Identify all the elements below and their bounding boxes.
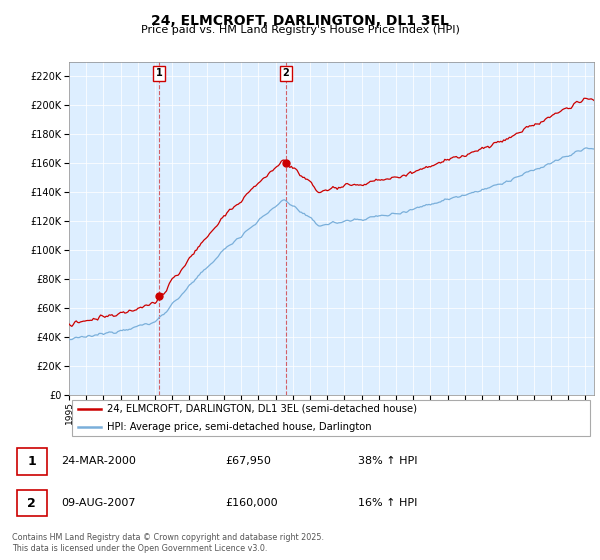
Text: 2: 2 [283,68,289,78]
Text: 38% ↑ HPI: 38% ↑ HPI [358,456,417,466]
Text: £67,950: £67,950 [225,456,271,466]
Text: 1: 1 [155,68,163,78]
FancyBboxPatch shape [71,400,590,436]
Text: Contains HM Land Registry data © Crown copyright and database right 2025.
This d: Contains HM Land Registry data © Crown c… [12,533,324,553]
Text: 24, ELMCROFT, DARLINGTON, DL1 3EL (semi-detached house): 24, ELMCROFT, DARLINGTON, DL1 3EL (semi-… [107,404,417,413]
Text: £160,000: £160,000 [225,498,278,508]
Text: 1: 1 [27,455,36,468]
Text: 16% ↑ HPI: 16% ↑ HPI [358,498,417,508]
Text: HPI: Average price, semi-detached house, Darlington: HPI: Average price, semi-detached house,… [107,422,371,432]
FancyBboxPatch shape [17,490,47,516]
FancyBboxPatch shape [17,449,47,474]
Text: 24-MAR-2000: 24-MAR-2000 [61,456,136,466]
Text: 09-AUG-2007: 09-AUG-2007 [61,498,136,508]
Text: 2: 2 [27,497,36,510]
Text: 24, ELMCROFT, DARLINGTON, DL1 3EL: 24, ELMCROFT, DARLINGTON, DL1 3EL [151,14,449,28]
Text: Price paid vs. HM Land Registry's House Price Index (HPI): Price paid vs. HM Land Registry's House … [140,25,460,35]
